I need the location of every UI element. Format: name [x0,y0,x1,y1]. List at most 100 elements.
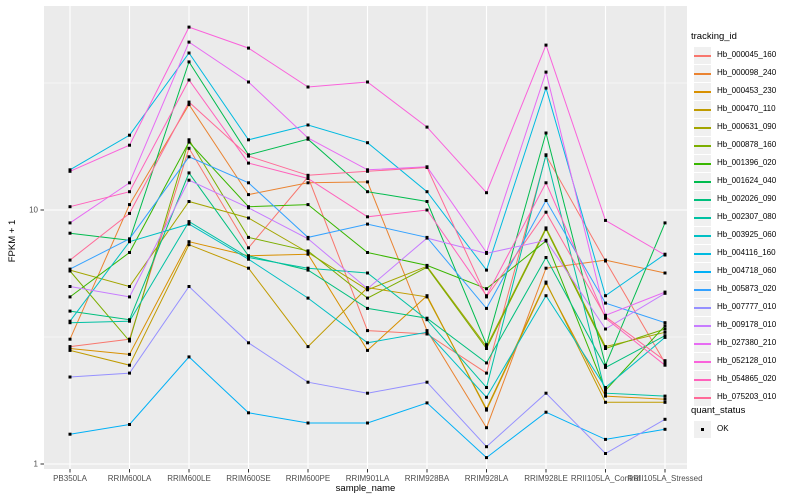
data-point [306,203,310,207]
legend-title-quant-status: quant_status [691,405,746,416]
data-point [366,421,369,425]
legend-line-swatch [694,180,711,183]
legend-line-swatch [694,288,711,291]
data-point [128,133,131,137]
data-point [187,222,191,226]
data-point [604,437,607,441]
data-point [544,410,548,414]
legend-entry-label: Hb_027380_210 [717,338,777,347]
legend-key [694,353,711,370]
legend-title-tracking-id: tracking_id [691,31,737,42]
data-point [425,200,429,203]
data-point [485,395,488,399]
data-point [128,371,131,375]
data-point [187,178,191,182]
data-point [604,347,607,350]
data-point [663,335,667,339]
data-point [187,51,191,55]
legend-line-swatch [694,396,711,399]
data-point [128,423,131,426]
data-point [68,258,72,262]
data-point [68,267,72,271]
data-point [485,287,488,291]
legend-line-swatch [694,54,711,57]
data-point [544,43,548,47]
data-point [663,427,667,431]
data-point [306,249,310,253]
x-tick-label: RRIM901LA [346,474,390,483]
data-point [306,181,310,185]
data-point [247,161,250,165]
data-point [544,70,548,74]
data-point [544,391,548,395]
data-point [306,266,310,270]
data-point [663,397,667,401]
data-point [187,138,191,142]
data-point [604,363,607,367]
data-point [663,221,667,225]
x-tick-label: RRIM600LA [108,474,152,483]
data-point [485,361,488,365]
data-point [187,100,191,104]
data-point [366,271,369,275]
legend-line-swatch [694,162,711,165]
legend-entry-label: Hb_003925_060 [717,230,777,239]
data-point [604,218,607,222]
x-tick-label: RRIM928LA [465,474,509,483]
data-point [187,200,191,203]
legend-line-swatch [694,108,711,111]
data-point [604,394,607,398]
data-point [366,348,369,352]
data-point [187,60,191,64]
data-point [247,216,250,220]
data-point [485,386,488,389]
data-point [306,251,310,254]
data-point [485,445,488,449]
data-point [544,294,548,298]
data-point [425,330,429,334]
x-tick-label: RRII105LA_Stressed [627,474,702,483]
data-point [663,271,667,275]
data-point [425,166,429,169]
data-point [485,191,488,195]
point-swatch [700,427,705,432]
data-point [604,345,607,349]
x-tick-label: RRIM600PE [286,474,330,483]
data-point [128,363,131,367]
legend-key [694,421,711,438]
data-point [485,306,488,310]
data-point [306,173,310,177]
legend-line-swatch [694,144,711,147]
data-point [425,295,429,299]
data-point [366,180,369,184]
data-point [68,285,72,288]
legend-entry-label: Hb_002026_090 [717,194,777,203]
data-point [306,237,310,241]
x-tick-label: PB350LA [53,474,87,483]
data-point [187,243,191,247]
legend-entry-label: Hb_000098_240 [717,68,777,77]
data-point [425,329,429,333]
x-tick-label: RRIM600SE [226,474,270,483]
data-point [68,269,72,273]
legend-key [694,389,711,406]
legend-entry-label: Hb_005873_020 [717,284,777,293]
data-point [68,169,72,173]
data-point [68,319,72,323]
data-point [68,375,72,379]
data-point [544,199,548,202]
data-point [544,256,548,259]
legend-key [694,281,711,298]
legend-key [694,299,711,316]
data-point [128,211,131,215]
legend-entry-label: Hb_054865_020 [717,374,777,383]
legend-key [694,371,711,388]
data-point [425,332,429,336]
legend-entry-label: Hb_007777_010 [717,302,777,311]
data-point [68,221,72,225]
data-point [187,171,191,175]
data-point [366,391,369,395]
data-point [604,452,607,455]
legend-key [694,83,711,100]
data-point [128,319,131,323]
